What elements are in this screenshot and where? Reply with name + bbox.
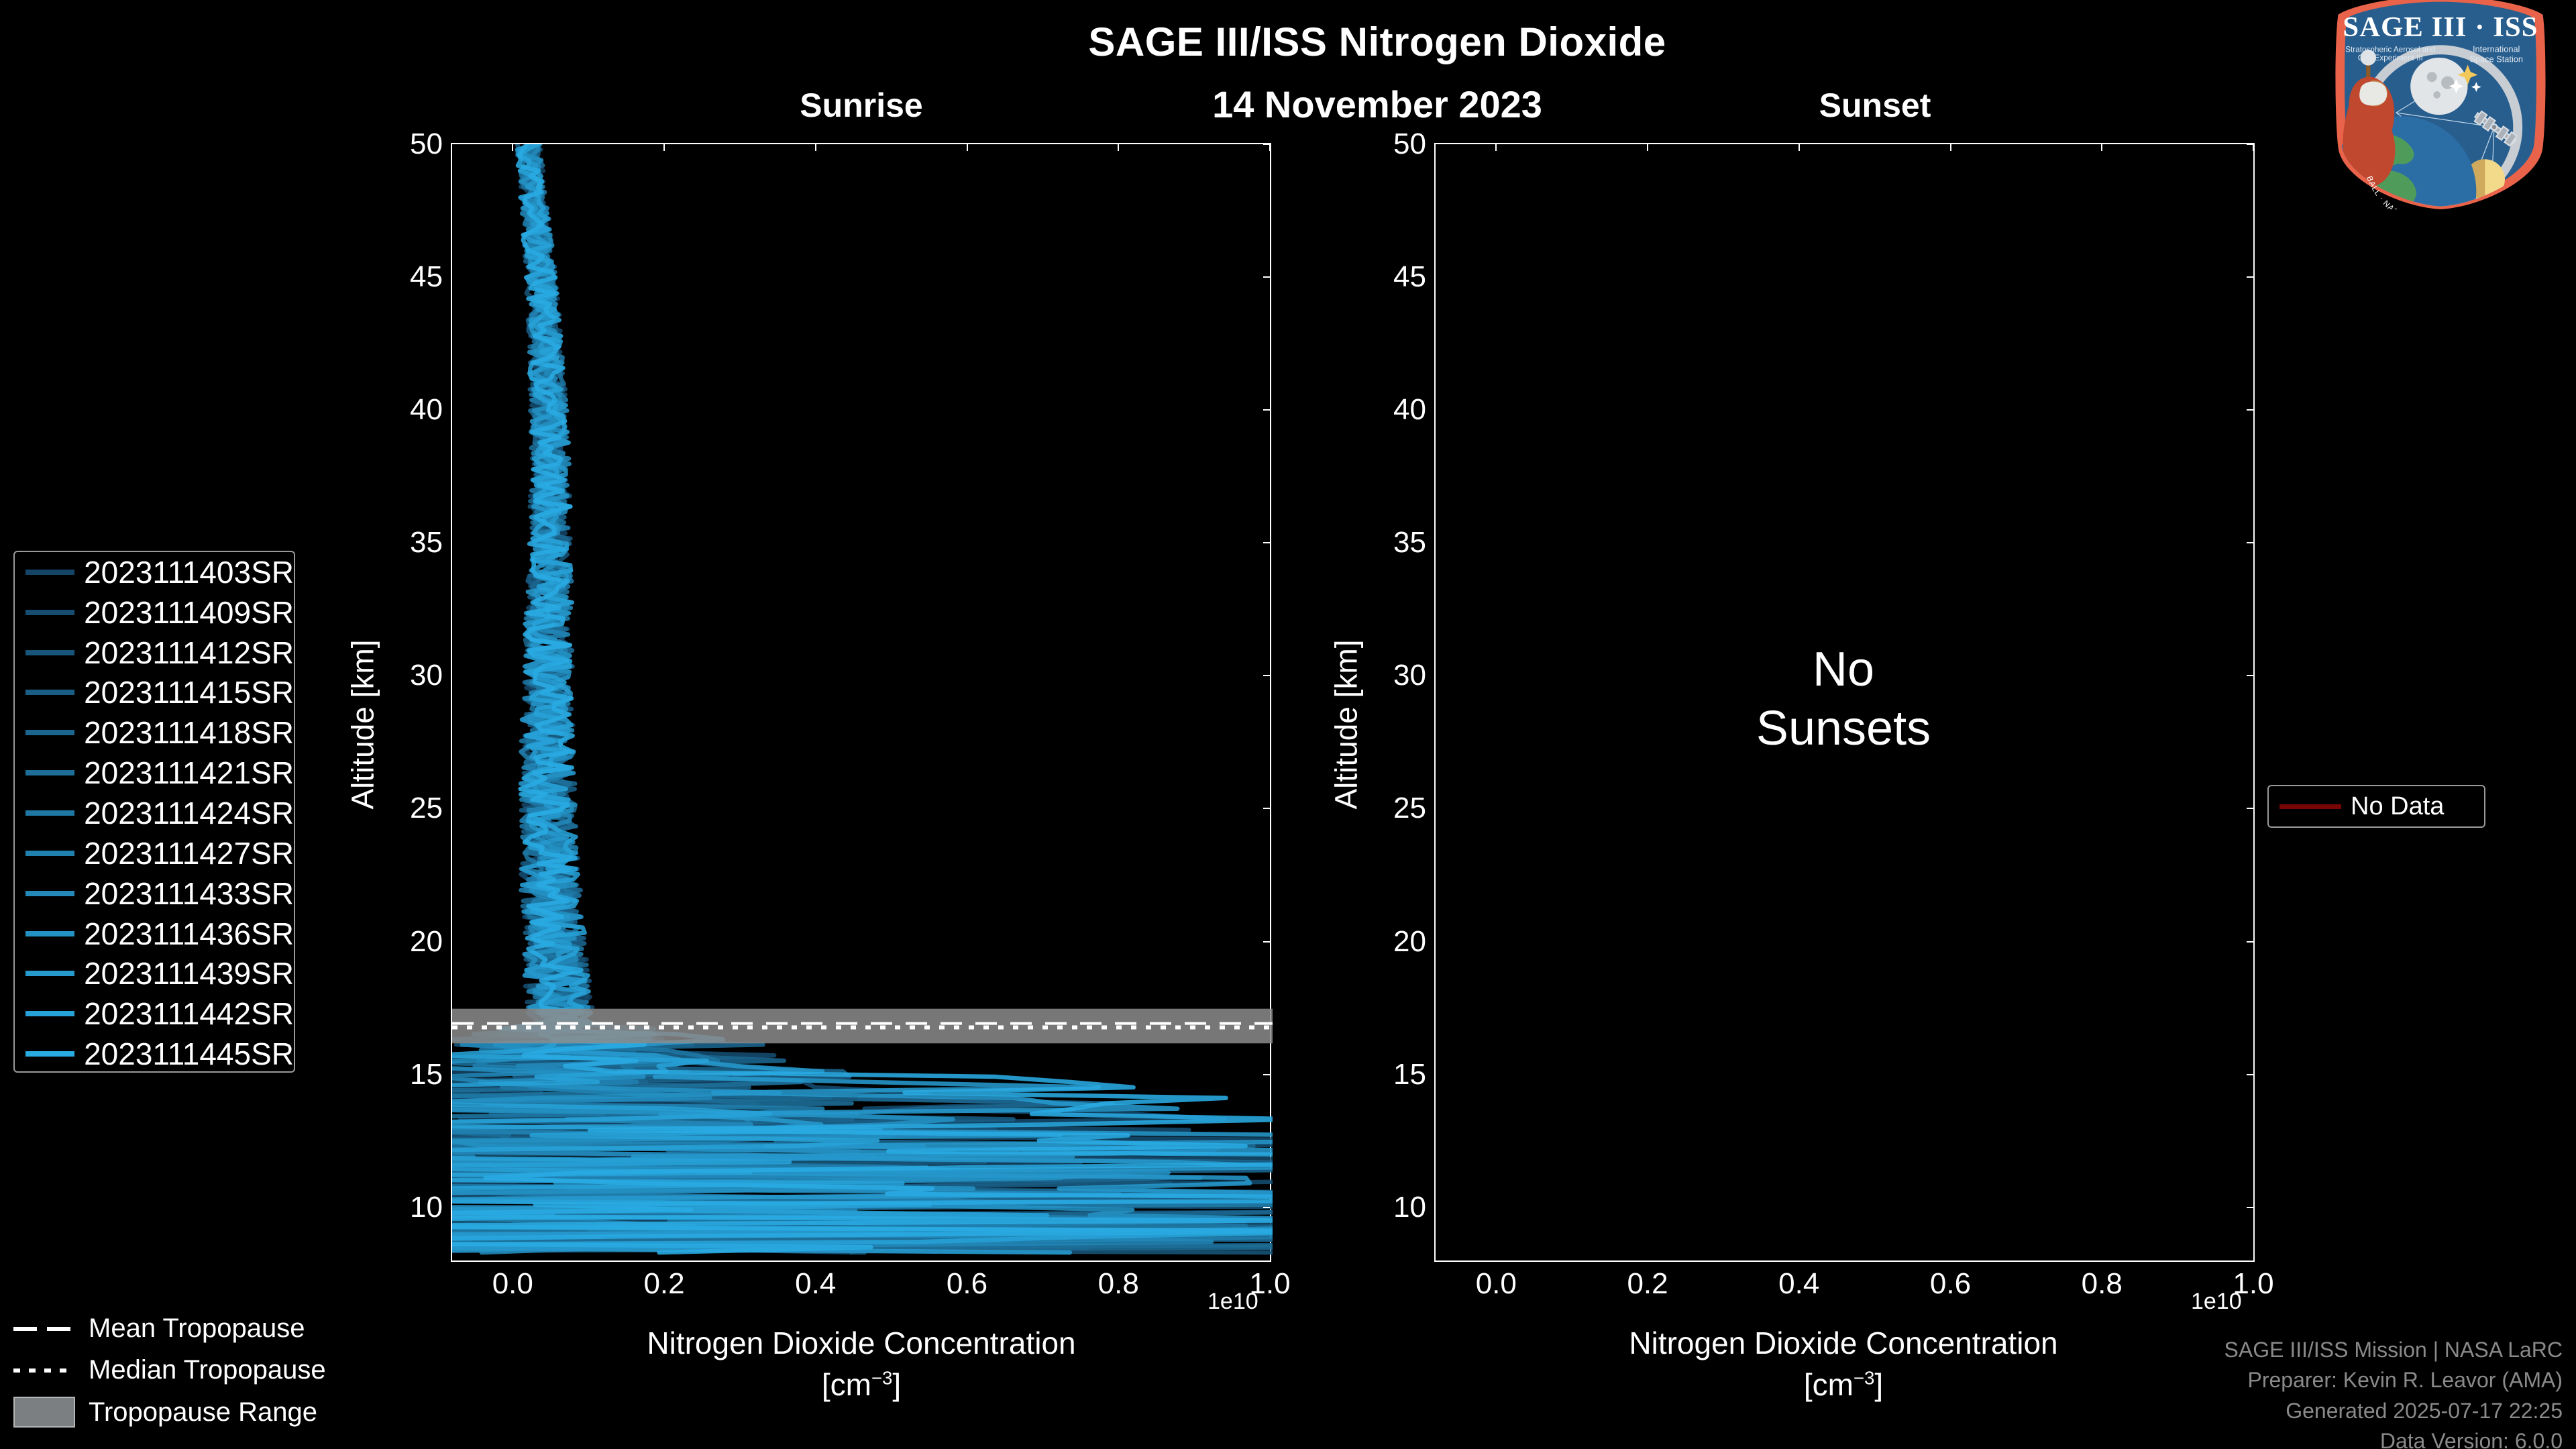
svg-text:Gas Experiment III: Gas Experiment III: [2358, 54, 2423, 62]
svg-text:International: International: [2473, 44, 2520, 54]
svg-text:Stratospheric Aerosol and: Stratospheric Aerosol and: [2345, 45, 2435, 54]
svg-text:SAGE III · ISS: SAGE III · ISS: [2343, 11, 2538, 43]
svg-text:Space Station: Space Station: [2469, 54, 2523, 64]
